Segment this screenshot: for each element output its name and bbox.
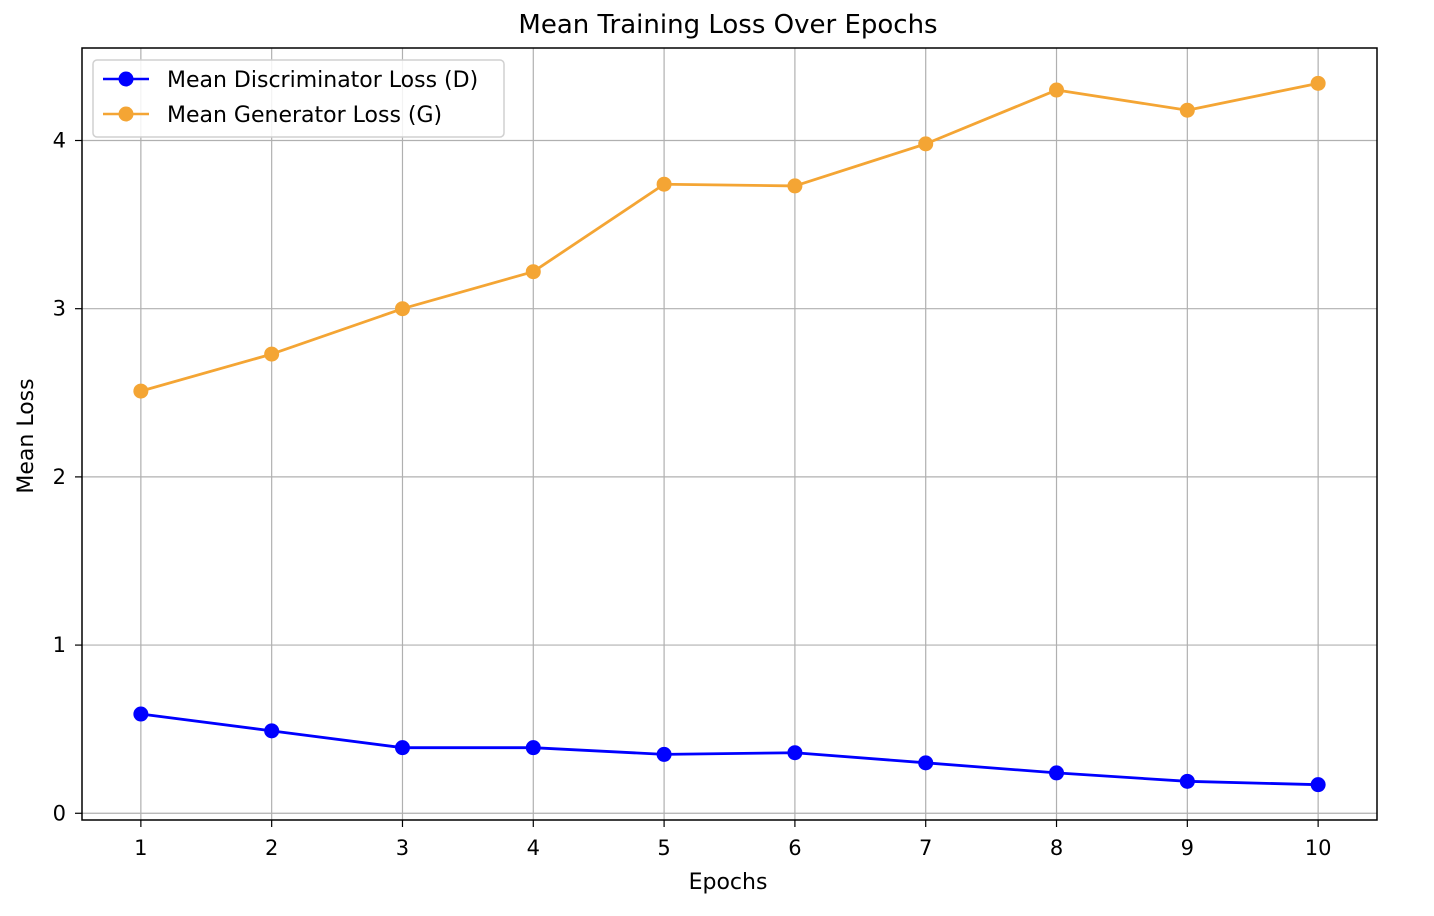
- legend-box: [92, 59, 505, 138]
- data-point: [1179, 102, 1195, 118]
- data-point: [656, 176, 672, 192]
- y-axis-label: Mean Loss: [14, 378, 39, 493]
- data-point: [918, 755, 934, 771]
- data-point: [394, 301, 410, 317]
- legend-entry-discriminator: Mean Discriminator Loss (D): [103, 68, 478, 93]
- axes: 1 2 3 4 5 6 7 8 9 10 0 1 2 3 4: [53, 47, 1378, 860]
- x-tick-label: 1: [134, 836, 147, 860]
- data-point: [525, 264, 541, 280]
- data-point: [1179, 773, 1195, 789]
- x-tick-label: 3: [396, 836, 409, 860]
- x-axis-label: Epochs: [689, 870, 768, 895]
- x-tick-label: 9: [1181, 836, 1194, 860]
- y-tick-label: 2: [53, 465, 66, 489]
- legend-entry-generator: Mean Generator Loss (G): [103, 103, 442, 128]
- data-point: [133, 383, 149, 399]
- data-point: [1049, 82, 1065, 98]
- data-point: [656, 746, 672, 762]
- data-point: [918, 136, 934, 152]
- x-tick-label: 5: [657, 836, 670, 860]
- x-tick-label: 2: [265, 836, 278, 860]
- y-tick-label: 1: [53, 633, 66, 657]
- data-point: [525, 740, 541, 756]
- series-line: [140, 712, 1319, 787]
- x-tick-label: 10: [1305, 836, 1332, 860]
- data-point: [264, 723, 280, 739]
- x-tick-label: 8: [1050, 836, 1063, 860]
- series-layer: [133, 75, 1326, 793]
- x-tick-label: 7: [919, 836, 932, 860]
- legend-marker-discriminator: [118, 71, 134, 87]
- data-point: [133, 706, 149, 722]
- series-1: [133, 75, 1326, 399]
- legend-marker-generator: [118, 106, 134, 122]
- chart-title: Mean Training Loss Over Epochs: [518, 10, 937, 40]
- data-point: [787, 178, 803, 194]
- y-tick-label: 3: [53, 297, 66, 321]
- data-point: [394, 740, 410, 756]
- x-tick-label: 6: [788, 836, 801, 860]
- data-point: [264, 346, 280, 362]
- legend-label-generator: Mean Generator Loss (G): [167, 103, 442, 128]
- data-point: [1310, 777, 1326, 793]
- y-tick-label: 0: [53, 801, 66, 825]
- grid-lines: [82, 48, 1377, 820]
- series-0: [133, 706, 1326, 793]
- legend-label-discriminator: Mean Discriminator Loss (D): [167, 68, 478, 93]
- plot-frame: [81, 47, 1378, 821]
- data-point: [1049, 765, 1065, 781]
- y-tick-label: 4: [53, 129, 66, 153]
- series-line: [140, 81, 1319, 393]
- data-point: [1310, 75, 1326, 91]
- data-point: [787, 745, 803, 761]
- legend: Mean Discriminator Loss (D) Mean Generat…: [92, 59, 505, 138]
- x-tick-label: 4: [527, 836, 540, 860]
